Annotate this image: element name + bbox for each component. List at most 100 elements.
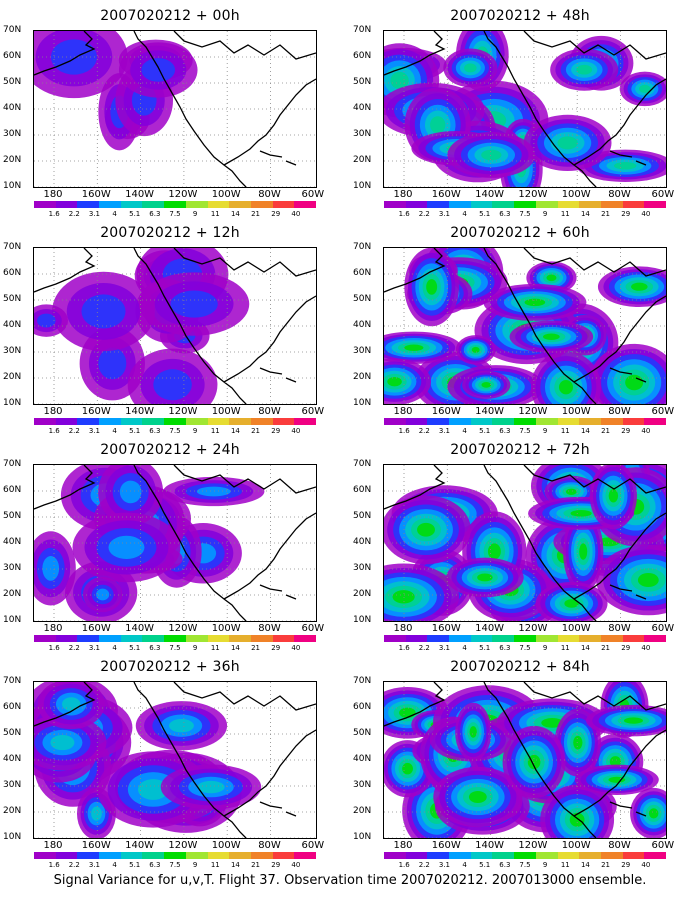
colorbar [384, 418, 666, 425]
colorbar-label: 40 [291, 210, 301, 218]
variance-contour [573, 735, 583, 750]
colorbar-label: 14 [230, 210, 240, 218]
map-canvas [384, 248, 666, 404]
colorbar-label: 1.6 [398, 644, 410, 652]
colorbar [384, 635, 666, 642]
colorbar-swatch [470, 418, 493, 425]
colorbar-swatch [384, 852, 406, 859]
latitude-label: 60N [3, 702, 22, 712]
colorbar-label: 6.3 [149, 644, 161, 652]
latitude-label: 30N [353, 129, 372, 139]
colorbar-swatch [99, 418, 121, 425]
colorbar-label: 6.3 [149, 861, 161, 869]
colorbar-label: 6.3 [499, 861, 511, 869]
colorbar-swatch [164, 418, 186, 425]
latitude-label: 50N [353, 728, 372, 738]
colorbar-label: 9 [542, 210, 548, 218]
colorbar-label: 7.5 [519, 427, 531, 435]
colorbar-label: 40 [641, 210, 651, 218]
forecast-panel: 2007020212 + 60h 70N 60N 50N 40N 30N 20N 10N 180… [350, 217, 690, 435]
colorbar-label: 6.3 [149, 210, 161, 218]
map-canvas [384, 31, 666, 187]
colorbar-swatch [120, 635, 143, 642]
colorbar-label: 7.5 [519, 861, 531, 869]
colorbar-label: 7.5 [169, 427, 181, 435]
variance-contour [50, 39, 97, 75]
forecast-panel: 2007020212 + 00h 70N 60N 50N 40N 30N 20N 10N 180… [0, 0, 340, 218]
longitude-label: 140W [125, 623, 155, 634]
variance-contour [390, 71, 409, 89]
longitude-label: 180 [393, 406, 413, 417]
colorbar-swatch [99, 852, 121, 859]
colorbar-swatch [229, 635, 251, 642]
coastline [34, 465, 316, 621]
colorbar-label: 2.2 [68, 644, 80, 652]
variance-contour [404, 344, 424, 351]
map-frame [33, 247, 317, 405]
colorbar-swatch [514, 201, 536, 208]
colorbar-swatch [427, 852, 450, 859]
variance-contour [565, 488, 577, 495]
colorbar-label: 5.1 [129, 210, 141, 218]
colorbar-label: 1.6 [398, 427, 410, 435]
colorbar-label: 21 [251, 210, 261, 218]
colorbar-label: 5.1 [129, 861, 141, 869]
colorbar-swatch [427, 201, 450, 208]
colorbar-label: 5.1 [479, 644, 491, 652]
colorbar-swatch [34, 635, 56, 642]
variance-contour [91, 806, 102, 821]
colorbar-label: 29 [621, 644, 631, 652]
latitude-label: 50N [353, 294, 372, 304]
colorbar-swatch [185, 201, 208, 208]
colorbar-label: 4 [112, 644, 117, 652]
latitude-label: 60N [353, 51, 372, 61]
latitude-label: 40N [3, 320, 22, 330]
colorbar-label: 21 [251, 644, 261, 652]
colorbar-label: 7.5 [169, 210, 181, 218]
colorbar-label: 2.2 [68, 427, 80, 435]
map-frame [383, 247, 667, 405]
colorbar-label: 40 [291, 644, 301, 652]
latitude-label: 50N [3, 294, 22, 304]
colorbar-label: 3.1 [438, 861, 450, 869]
colorbar-swatch [229, 418, 251, 425]
forecast-panel: 2007020212 + 72h 70N 60N 50N 40N 30N 20N 10N 180… [350, 434, 690, 652]
colorbar-swatch [164, 852, 186, 859]
colorbar-label: 3.1 [88, 644, 100, 652]
colorbar-label: 5.1 [479, 427, 491, 435]
colorbar-label: 2.2 [68, 210, 80, 218]
colorbar-label: 40 [641, 427, 651, 435]
colorbar-swatch [55, 418, 78, 425]
colorbar-swatch [579, 418, 601, 425]
latitude-label: 40N [3, 754, 22, 764]
colorbar-swatch [579, 852, 601, 859]
map-canvas [34, 682, 316, 838]
colorbar-label: 29 [271, 427, 281, 435]
variance-contour [119, 480, 142, 504]
variance-contour [481, 382, 492, 388]
latitude-label: 40N [3, 103, 22, 113]
latitude-label: 30N [353, 780, 372, 790]
longitude-label: 60W [651, 623, 675, 634]
variance-contour [477, 573, 493, 582]
longitude-label: 100W [561, 623, 591, 634]
colorbar-label: 9 [192, 644, 198, 652]
longitude-label: 160W [431, 406, 461, 417]
colorbar-swatch [600, 201, 623, 208]
colorbar-swatch [77, 201, 100, 208]
colorbar-swatch [164, 635, 186, 642]
map-frame [33, 30, 317, 188]
colorbar-label: 40 [291, 861, 301, 869]
longitude-label: 60W [301, 406, 325, 417]
variance-contour [558, 380, 574, 395]
colorbar-label: 29 [271, 210, 281, 218]
map-canvas [384, 682, 666, 838]
colorbar-label: 11 [210, 427, 220, 435]
variance-contour [625, 374, 644, 391]
colorbar-label: 11 [560, 427, 570, 435]
colorbar [34, 635, 316, 642]
latitude-label: 20N [3, 806, 22, 816]
forecast-panel: 2007020212 + 12h 70N 60N 50N 40N 30N 20N 10N 180… [0, 217, 340, 435]
coastline [34, 31, 316, 187]
colorbar-swatch [384, 418, 406, 425]
